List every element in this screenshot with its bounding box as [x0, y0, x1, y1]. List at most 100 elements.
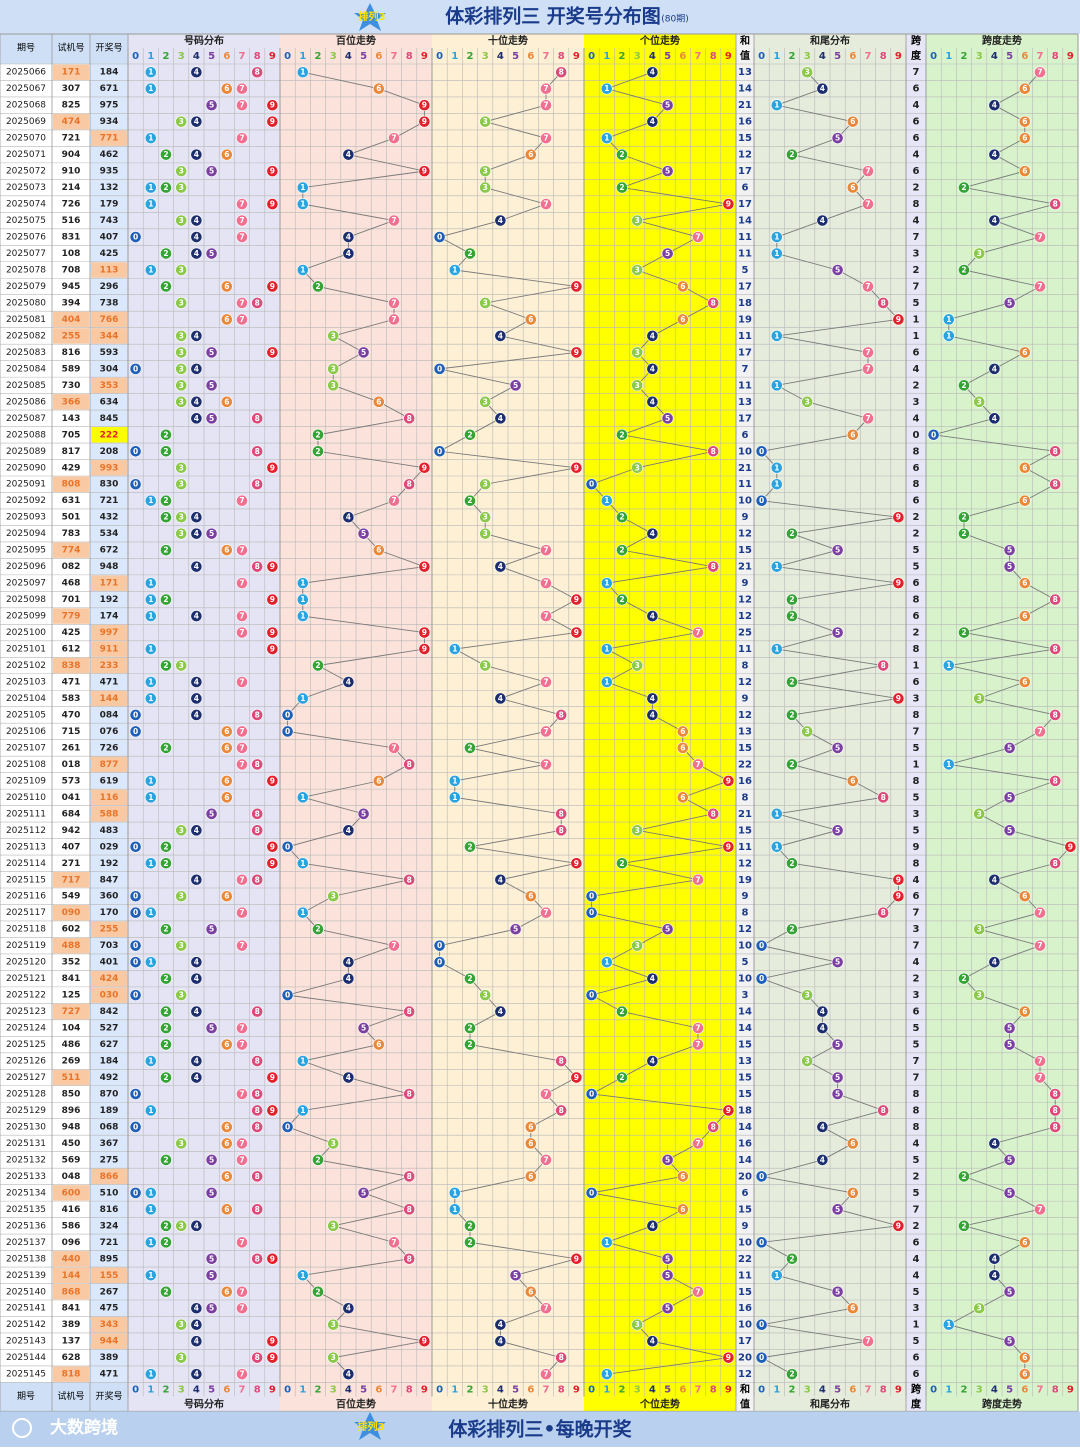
- ball: [220, 1285, 233, 1298]
- ball-digit: 0: [133, 842, 138, 851]
- digit-header: 2: [961, 1384, 968, 1395]
- ball: [129, 1088, 142, 1100]
- ball-digit: 7: [239, 1090, 244, 1099]
- ball-digit: 8: [1053, 1106, 1058, 1115]
- draw: 171: [100, 579, 119, 589]
- ball: [862, 198, 874, 210]
- digit-header: 4: [345, 1384, 352, 1395]
- draw: 113: [100, 266, 119, 276]
- ball-digit: 4: [498, 414, 503, 423]
- ball: [190, 66, 203, 79]
- header-left-bg: [0, 34, 128, 64]
- ball-digit: 7: [1037, 282, 1042, 291]
- digit-header: 9: [1067, 51, 1074, 62]
- period: 2025125: [6, 1040, 46, 1050]
- ball: [220, 82, 233, 95]
- span: 4: [913, 150, 920, 161]
- ball: [585, 478, 598, 491]
- digit-header: 5: [360, 1384, 367, 1395]
- ball: [266, 280, 279, 293]
- ball-digit: 8: [255, 1172, 260, 1181]
- ball: [646, 527, 659, 540]
- ball: [220, 1170, 233, 1183]
- ball: [692, 1022, 704, 1034]
- ball: [831, 132, 844, 145]
- ball: [494, 692, 507, 705]
- period: 2025111: [6, 809, 46, 819]
- ball-digit: 8: [1053, 200, 1058, 209]
- ball: [312, 280, 324, 293]
- ball: [600, 956, 613, 969]
- ball-digit: 7: [391, 1238, 396, 1247]
- ball-digit: 5: [513, 925, 518, 934]
- digit-header: 8: [254, 51, 261, 62]
- ball-digit: 1: [604, 645, 609, 654]
- ball: [676, 280, 689, 293]
- trial: 573: [62, 776, 81, 786]
- digit-header: 0: [930, 1384, 937, 1395]
- ball: [464, 494, 476, 507]
- digit-header: 8: [1052, 51, 1059, 62]
- ball-digit: 2: [467, 1238, 472, 1247]
- trial: 394: [62, 298, 81, 308]
- ball-digit: 9: [270, 463, 275, 472]
- sum: 12: [738, 529, 752, 540]
- ball: [524, 313, 537, 326]
- ball-digit: 7: [1037, 68, 1042, 77]
- ball: [464, 247, 476, 260]
- ball-digit: 2: [789, 859, 794, 868]
- ball: [388, 313, 400, 326]
- trial: 407: [62, 842, 81, 852]
- digit-header: 3: [804, 1384, 811, 1395]
- digit-header: 8: [406, 51, 413, 62]
- digit-header: 7: [865, 51, 872, 62]
- ball: [251, 297, 264, 309]
- ball-digit: 8: [711, 447, 716, 456]
- ball-digit: 4: [194, 513, 199, 522]
- draw: 192: [100, 859, 119, 869]
- ball: [403, 1203, 416, 1216]
- ball: [958, 181, 970, 194]
- ball: [251, 807, 264, 820]
- ball-digit: 3: [179, 216, 184, 225]
- ball-digit: 4: [194, 974, 199, 983]
- ball: [403, 758, 416, 771]
- ball: [251, 873, 264, 886]
- trial: 910: [62, 167, 81, 177]
- ball-digit: 2: [961, 266, 966, 275]
- ball-digit: 7: [1037, 727, 1042, 736]
- ball: [175, 527, 188, 540]
- digit-header: 7: [543, 51, 550, 62]
- ball-digit: 7: [865, 348, 870, 357]
- digit-header: 2: [467, 1384, 474, 1395]
- ball-digit: 1: [148, 1271, 153, 1280]
- trial-highlight: [53, 311, 89, 328]
- sum: 11: [738, 1270, 752, 1281]
- digit-header: 3: [634, 1384, 641, 1395]
- ball-digit: 0: [285, 1122, 290, 1131]
- ball-digit: 4: [650, 364, 655, 373]
- ball-digit: 9: [270, 562, 275, 571]
- ball: [266, 1252, 279, 1265]
- sum: 10: [738, 974, 752, 985]
- ball: [540, 99, 552, 112]
- sum: 11: [738, 232, 752, 243]
- ball: [862, 280, 874, 293]
- digit-header: 9: [895, 51, 902, 62]
- trial-highlight: [53, 608, 89, 624]
- ball-digit: 4: [194, 364, 199, 373]
- ball-digit: 7: [239, 1370, 244, 1379]
- ball-digit: 1: [148, 645, 153, 654]
- draw: 816: [100, 1205, 119, 1215]
- draw-highlight: [91, 311, 127, 328]
- ball: [266, 857, 279, 870]
- ball-digit: 1: [946, 315, 951, 324]
- ball-digit: 6: [850, 430, 855, 439]
- span: 3: [913, 924, 920, 935]
- span: 6: [913, 1353, 920, 1364]
- ball: [831, 1071, 844, 1084]
- ball-digit: 9: [270, 595, 275, 604]
- ball: [770, 231, 783, 243]
- ball: [266, 643, 279, 655]
- ball: [755, 445, 768, 458]
